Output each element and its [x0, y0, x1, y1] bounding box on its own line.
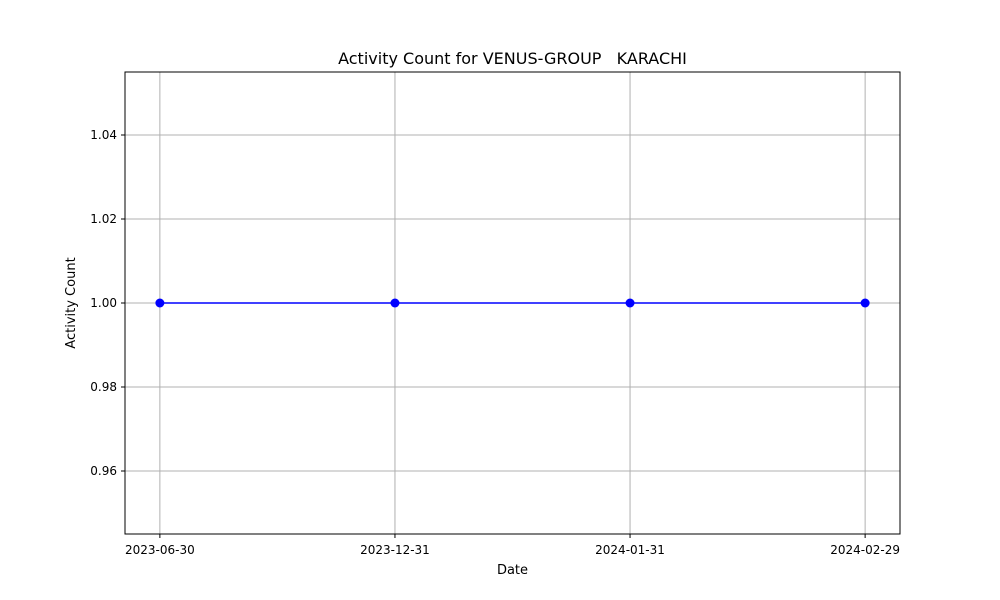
data-point — [860, 298, 870, 308]
chart-title: Activity Count for VENUS-GROUP KARACHI — [338, 49, 687, 68]
x-tick-label: 2023-06-30 — [125, 543, 195, 557]
x-tick-label: 2024-01-31 — [595, 543, 665, 557]
y-tick-label: 0.96 — [90, 464, 117, 478]
x-tick-label: 2023-12-31 — [360, 543, 430, 557]
y-axis-label: Activity Count — [64, 257, 79, 348]
ticks-layer: 2023-06-30 2023-12-31 2024-01-31 2024-02-29… — [90, 128, 900, 557]
x-tick-label: 2024-02-29 — [830, 543, 900, 557]
data-point — [155, 298, 165, 308]
x-axis-label: Date — [497, 563, 528, 578]
y-tick-label: 1.02 — [90, 212, 117, 226]
y-tick-label: 0.98 — [90, 380, 117, 394]
y-tick-label: 1.04 — [90, 128, 117, 142]
series-layer — [155, 298, 870, 308]
y-tick-label: 1.00 — [90, 296, 117, 310]
data-point — [390, 298, 400, 308]
data-point — [625, 298, 635, 308]
